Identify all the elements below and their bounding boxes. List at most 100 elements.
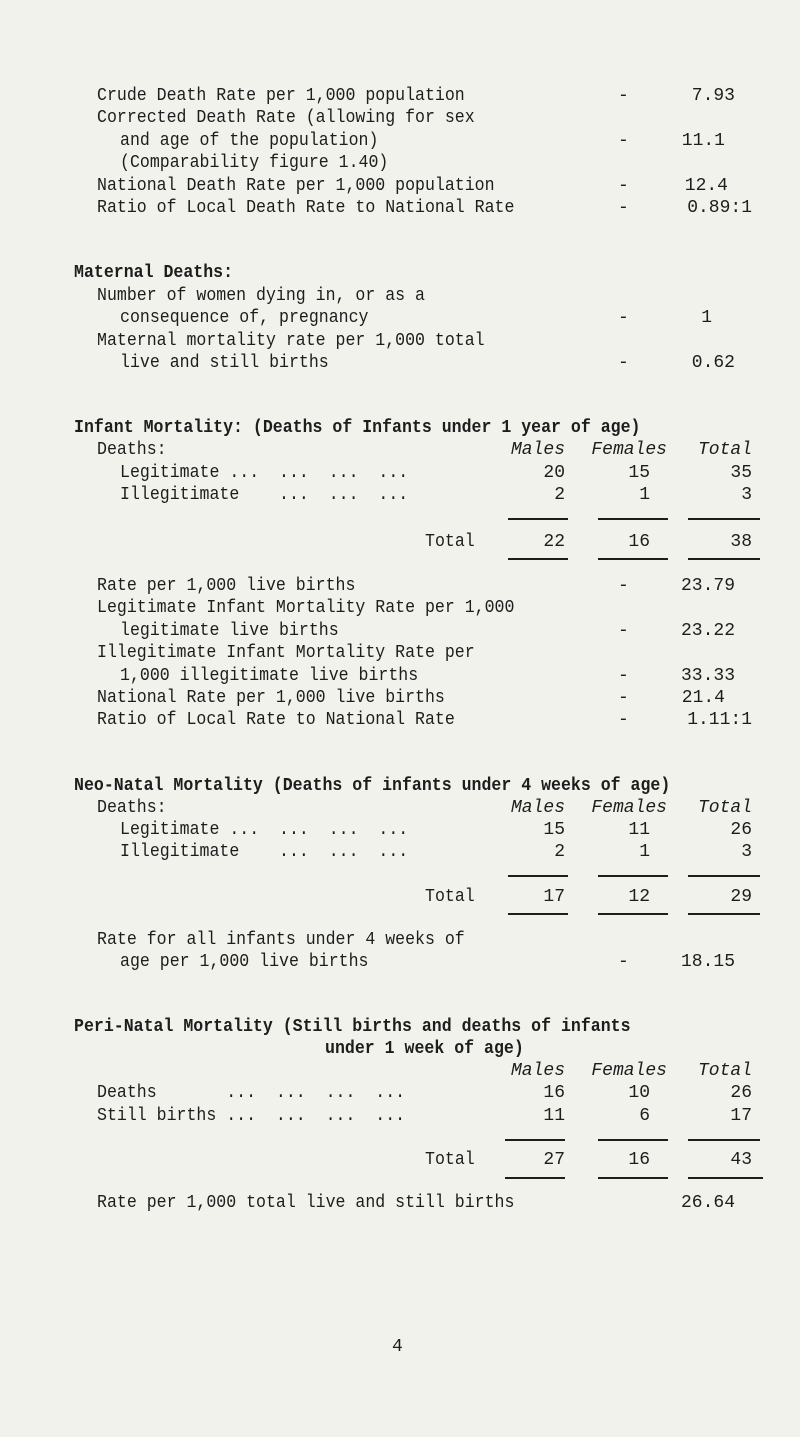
- neonatal-rate-value: 18.15: [680, 952, 735, 972]
- col-males: Males: [510, 440, 565, 460]
- col-total: Total: [697, 798, 752, 818]
- corrected-label: Corrected Death Rate (allowing for sex: [97, 108, 475, 128]
- perinatal-rate-label: Rate per 1,000 total live and still birt…: [97, 1193, 515, 1213]
- cell-total: 26: [730, 1083, 752, 1103]
- cell-males: 20: [543, 463, 565, 483]
- stat-label: Rate per 1,000 live births: [97, 576, 356, 596]
- maternal-number-label: Number of women dying in, or as a: [97, 286, 425, 306]
- total-label: Total: [425, 532, 475, 552]
- dash: -: [618, 353, 629, 373]
- rule: [598, 1177, 668, 1179]
- cell-males: 16: [543, 1083, 565, 1103]
- perinatal-heading: Peri-Natal Mortality (Still births and d…: [74, 1017, 631, 1037]
- rule: [508, 913, 568, 915]
- cell-males: 27: [543, 1150, 565, 1170]
- national-value: 12.4: [684, 176, 728, 196]
- rule: [598, 518, 668, 520]
- rule: [508, 518, 568, 520]
- row-label: Still births ... ... ... ...: [97, 1106, 406, 1126]
- cell-females: 11: [628, 820, 650, 840]
- rule: [505, 1177, 565, 1179]
- rule: [508, 875, 568, 877]
- col-females: Females: [591, 1061, 667, 1081]
- stat-value: 23.22: [680, 621, 735, 641]
- cell-total: 26: [730, 820, 752, 840]
- cell-males: 17: [543, 887, 565, 907]
- stat-value: 33.33: [680, 666, 735, 686]
- cell-females: 1: [639, 485, 650, 505]
- dash: -: [618, 308, 629, 328]
- col-males: Males: [510, 798, 565, 818]
- dash: -: [618, 198, 629, 218]
- rule: [598, 913, 668, 915]
- cell-females: 15: [628, 463, 650, 483]
- cell-total: 29: [730, 887, 752, 907]
- maternal-number-label: consequence of, pregnancy: [120, 308, 369, 328]
- neonatal-rate-label: Rate for all infants under 4 weeks of: [97, 930, 465, 950]
- dash: -: [618, 131, 629, 151]
- cell-males: 22: [543, 532, 565, 552]
- col-females: Females: [591, 440, 667, 460]
- row-label: Legitimate ... ... ... ...: [120, 820, 409, 840]
- col-females: Females: [591, 798, 667, 818]
- stat-label: legitimate live births: [120, 621, 339, 641]
- dash: -: [618, 710, 629, 730]
- national-label: National Death Rate per 1,000 population: [97, 176, 495, 196]
- cell-males: 2: [554, 842, 565, 862]
- dash: -: [618, 952, 629, 972]
- maternal-rate-label: Maternal mortality rate per 1,000 total: [97, 331, 485, 351]
- rule: [688, 913, 760, 915]
- row-label: Legitimate ... ... ... ...: [120, 463, 409, 483]
- cell-females: 16: [628, 532, 650, 552]
- dash: -: [618, 176, 629, 196]
- ratio-value: 0.89:1: [687, 198, 752, 218]
- neonatal-heading: Neo-Natal Mortality (Deaths of infants u…: [74, 776, 671, 796]
- cell-total: 3: [741, 842, 752, 862]
- perinatal-heading: under 1 week of age): [325, 1039, 524, 1059]
- cell-total: 43: [730, 1150, 752, 1170]
- stat-value: 21.4: [681, 688, 725, 708]
- cell-males: 15: [543, 820, 565, 840]
- total-label: Total: [425, 887, 475, 907]
- neonatal-rate-label: age per 1,000 live births: [120, 952, 369, 972]
- stat-label: Illegitimate Infant Mortality Rate per: [97, 643, 475, 663]
- cell-females: 1: [639, 842, 650, 862]
- row-label: Illegitimate ... ... ...: [120, 485, 409, 505]
- ratio-label: Ratio of Local Death Rate to National Ra…: [97, 198, 515, 218]
- rule: [598, 558, 668, 560]
- stat-label: Ratio of Local Rate to National Rate: [97, 710, 455, 730]
- rule: [688, 875, 760, 877]
- row-label: Deaths ... ... ... ...: [97, 1083, 406, 1103]
- dash: -: [618, 621, 629, 641]
- rule: [688, 1139, 760, 1141]
- total-label: Total: [425, 1150, 475, 1170]
- rule: [688, 558, 760, 560]
- col-males: Males: [510, 1061, 565, 1081]
- col-total: Total: [697, 440, 752, 460]
- dash: -: [618, 86, 629, 106]
- dash: -: [618, 666, 629, 686]
- cell-females: 12: [628, 887, 650, 907]
- corrected-value: 11.1: [681, 131, 725, 151]
- cell-males: 2: [554, 485, 565, 505]
- col-total: Total: [697, 1061, 752, 1081]
- maternal-number-value: 1: [701, 308, 712, 328]
- row-label: Illegitimate ... ... ...: [120, 842, 409, 862]
- rule: [688, 1177, 763, 1179]
- infant-heading: Infant Mortality: (Deaths of Infants und…: [74, 418, 641, 438]
- stat-value: 23.79: [680, 576, 735, 596]
- rule: [508, 558, 568, 560]
- cell-total: 3: [741, 485, 752, 505]
- rule: [598, 875, 668, 877]
- crude-value: 7.93: [691, 86, 735, 106]
- maternal-rate-value: 0.62: [691, 353, 735, 373]
- cell-females: 6: [639, 1106, 650, 1126]
- stat-label: 1,000 illegitimate live births: [120, 666, 419, 686]
- cell-females: 16: [628, 1150, 650, 1170]
- dash: -: [618, 576, 629, 596]
- rule: [598, 1139, 668, 1141]
- dash: -: [618, 688, 629, 708]
- maternal-heading: Maternal Deaths:: [74, 263, 234, 283]
- page-number: 4: [392, 1337, 403, 1357]
- comparability-label: (Comparability figure 1.40): [120, 153, 389, 173]
